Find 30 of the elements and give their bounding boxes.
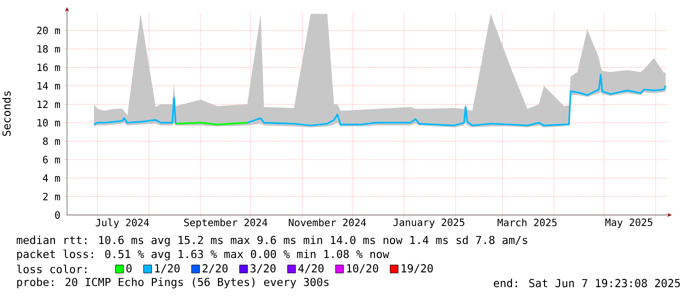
y-tick-label: 2 m: [43, 192, 60, 200]
y-tick-label: 0: [55, 211, 60, 219]
y-tick-label: 4 m: [42, 174, 60, 182]
legend-title: loss color:: [17, 264, 86, 274]
legend-label: 19/20: [402, 264, 433, 274]
y-tick-label: 14 m: [38, 82, 60, 90]
legend-label: 0: [126, 264, 132, 272]
legend-label: 3/20: [250, 264, 276, 274]
legend-label: 10/20: [347, 264, 378, 274]
x-tick-label: September 2024: [184, 218, 268, 228]
y-axis-title: Seconds: [2, 91, 11, 136]
x-tick-label: May 2025: [605, 218, 652, 228]
x-tick-label: March 2025: [498, 218, 557, 226]
x-tick-label: November 2024: [288, 218, 366, 226]
y-tick-label: 20 m: [37, 26, 60, 34]
y-tick-label: 8 m: [43, 137, 60, 145]
legend-label: 1/20: [155, 264, 180, 274]
text: probe: 20 ICMP Echo Pings (56 Bytes) every 300s: [17, 278, 329, 288]
y-tick-label: 12 m: [38, 100, 60, 108]
legend-label: 4/20: [298, 264, 324, 274]
y-tick-label: 18 m: [38, 45, 60, 53]
x-tick-label: January 2025: [393, 218, 464, 228]
legend-label: 2/20: [202, 264, 228, 274]
y-tick-label: 16 m: [38, 64, 60, 72]
text: packet loss: 0.51 % avg 1.63 % max 0.00 % min 1.08 % now: [17, 250, 390, 260]
y-tick-label: 10 m: [38, 118, 60, 127]
x-tick-label: July 2024: [96, 218, 149, 228]
y-tick-label: 6 m: [43, 156, 60, 164]
text: end: Sat Jun 7 19:23:08 2025: [494, 278, 680, 288]
text: median rtt: 10.6 ms avg 15.2 ms max 9.6 ms min 14.0 ms now 1.4 ms sd 7.8 am/s: [16, 236, 528, 246]
